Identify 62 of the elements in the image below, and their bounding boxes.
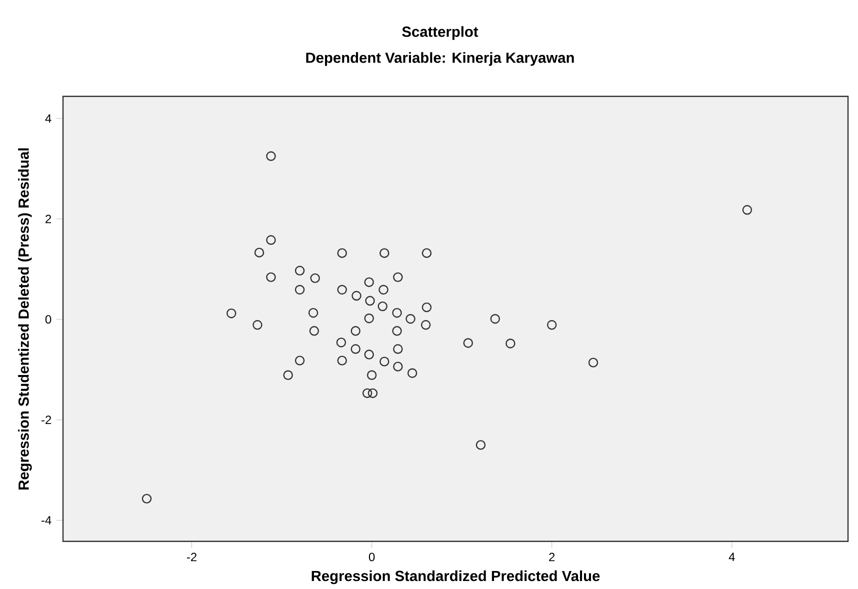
chart-subtitle: Dependent Variable: Kinerja Karyawan: [306, 52, 574, 66]
point: [266, 151, 276, 162]
point: [337, 356, 347, 366]
point: [362, 388, 372, 398]
x-axis-title: Regression Standardized Predicted Value: [312, 570, 600, 584]
point: [309, 326, 320, 336]
point: [337, 248, 347, 258]
point: [350, 344, 360, 354]
point: [393, 344, 403, 354]
point: [226, 308, 236, 318]
point: [463, 338, 473, 348]
point: [350, 326, 360, 336]
point: [266, 272, 276, 282]
x-tick-label: 2: [549, 552, 555, 562]
x-tick-label: -2: [186, 552, 196, 562]
y-tick-label: 0: [45, 315, 52, 324]
point: [364, 350, 374, 360]
point: [142, 494, 152, 504]
point: [588, 358, 598, 368]
point: [378, 302, 388, 312]
point: [506, 338, 516, 349]
point: [368, 388, 378, 398]
point: [378, 285, 388, 295]
point: [380, 356, 390, 367]
point: [266, 235, 276, 246]
point: [366, 370, 377, 380]
x-tick-label: 0: [368, 552, 375, 562]
point: [294, 285, 305, 295]
point: [407, 368, 418, 378]
point: [294, 356, 305, 366]
point: [310, 274, 320, 284]
point: [352, 291, 362, 301]
point: [364, 278, 374, 288]
x-tick-label: 4: [728, 552, 735, 562]
point: [546, 320, 557, 330]
point: [406, 314, 416, 324]
y-tick-label: -4: [42, 516, 52, 525]
point: [420, 320, 431, 330]
point: [393, 272, 403, 282]
y-tick-label: 2: [46, 214, 52, 224]
chart-title: Scatterplot: [402, 26, 478, 40]
y-tick-label: -2: [42, 416, 52, 424]
point: [336, 338, 346, 348]
point: [252, 320, 262, 330]
point: [422, 302, 432, 312]
point: [364, 314, 374, 324]
point: [392, 326, 402, 336]
point: [490, 314, 500, 324]
point: [308, 308, 318, 318]
point: [365, 296, 375, 306]
point: [476, 440, 486, 450]
point: [742, 205, 752, 215]
point: [380, 248, 390, 258]
y-tick-label: 4: [45, 114, 52, 123]
point: [337, 285, 347, 295]
y-axis-title: Regression Studentized Deleted (Press) Residual: [18, 148, 32, 490]
point: [422, 248, 432, 258]
point: [392, 308, 402, 318]
point: [254, 248, 264, 258]
point: [393, 362, 403, 372]
point: [294, 266, 305, 276]
point: [283, 370, 293, 380]
